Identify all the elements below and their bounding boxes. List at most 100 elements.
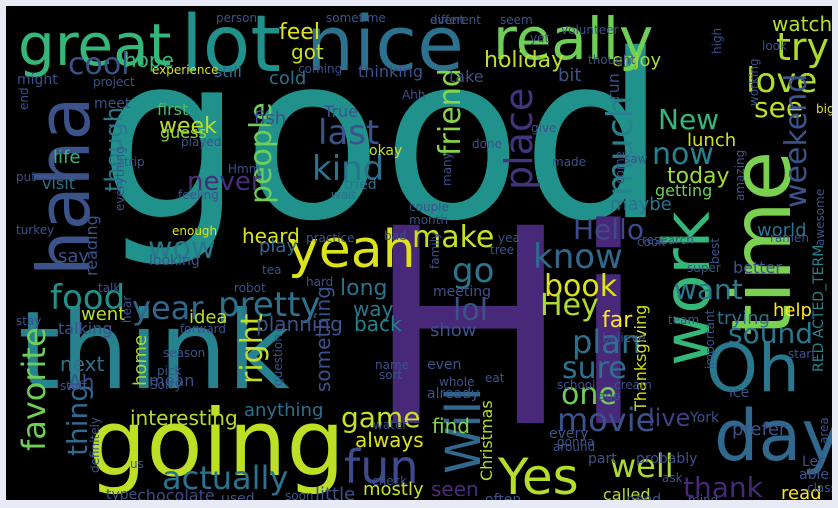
cloud-word-wait: wait (331, 188, 357, 202)
cloud-word-heard: heard (242, 224, 300, 248)
cloud-word-come: come (613, 150, 627, 184)
cloud-word-cool: cool (68, 47, 130, 82)
cloud-word-area: area (817, 417, 831, 444)
cloud-word-question: question (271, 334, 285, 386)
cloud-word-far: far (602, 308, 633, 333)
cloud-word-year: year (132, 289, 204, 327)
cloud-word-game: game (341, 401, 421, 434)
cloud-word-help: help (773, 300, 812, 321)
cloud-word-sound: sound (728, 317, 813, 350)
cloud-word-planning: planning (256, 312, 343, 336)
cloud-word-mean: mean (149, 371, 195, 390)
cloud-word-probably: probably (636, 451, 698, 467)
cloud-word-high: high (710, 27, 724, 54)
cloud-word-way: way (353, 297, 394, 321)
cloud-word-day: day (714, 395, 832, 477)
cloud-word-yeah: yeah (288, 220, 416, 280)
word-cloud: good Hi think going nice lot great really haha wo… (6, 6, 832, 500)
cloud-word-working: working (747, 58, 761, 106)
cloud-word-yet: yet (530, 31, 550, 45)
cloud-word-better: better (733, 258, 782, 277)
cloud-word-first: first (157, 100, 189, 119)
cloud-word-bit: bit (558, 65, 582, 86)
cloud-word-little: little (315, 484, 356, 501)
cloud-word-fish: fish (254, 108, 287, 129)
cloud-word-want: want (674, 273, 743, 306)
cloud-word-season: season (163, 346, 206, 360)
cloud-word-month: month (409, 213, 448, 227)
cloud-word-weekend: weekend (779, 73, 814, 208)
cloud-word-volunteer: volunteer (561, 23, 619, 37)
cloud-word-called: called (603, 485, 651, 501)
cloud-word-class: class (807, 481, 832, 495)
cloud-word-seem: seem (500, 13, 533, 27)
cloud-word-might: might (17, 72, 58, 88)
cloud-word-place: place (497, 87, 541, 190)
cloud-word-next: next (60, 352, 105, 376)
cloud-word-gonna: gonna (557, 435, 595, 449)
cloud-word-part: part (588, 451, 617, 467)
cloud-word-make: make (412, 220, 495, 255)
cloud-word-cook: cook (637, 235, 666, 249)
cloud-word-lol: lol (453, 293, 489, 328)
cloud-word-play: play (259, 236, 298, 257)
cloud-word-take: take (449, 67, 484, 86)
cloud-word-forward: forward (180, 322, 227, 336)
cloud-word-long: long (340, 276, 388, 301)
cloud-word-live: live (648, 404, 691, 432)
cloud-word-stay: stay (16, 314, 42, 328)
cloud-word-visit: visit (42, 174, 75, 193)
cloud-word-definitely: definitely (88, 416, 102, 473)
cloud-word-made: made (552, 155, 587, 169)
cloud-word-life: life (53, 147, 81, 168)
cloud-word-thank: thank (683, 471, 763, 501)
cloud-word-food: food (50, 278, 126, 318)
cloud-word-try: try (776, 25, 830, 69)
cloud-word-water: water (373, 418, 408, 432)
cloud-word-yes: Yes (498, 448, 579, 500)
cloud-word-idea: idea (189, 307, 228, 328)
cloud-word-look: look (762, 39, 787, 53)
cloud-word-hope: hope (124, 48, 174, 72)
cloud-word-maybe: maybe (610, 194, 672, 215)
cloud-word-feeling: feeling (178, 188, 219, 202)
cloud-word-turkey: turkey (16, 223, 55, 237)
cloud-word-done: done (472, 137, 502, 151)
cloud-word-reading: reading (82, 215, 101, 276)
cloud-word-hey: Hey (540, 288, 599, 323)
cloud-word-wow: wow (148, 231, 216, 266)
cloud-word-every: every (549, 426, 589, 442)
cloud-word-event: event (430, 13, 465, 27)
cloud-word-give: give (531, 121, 557, 135)
cloud-word-end: end (17, 87, 31, 110)
cloud-word-talk: talk (98, 281, 121, 295)
cloud-word-favorite: favorite (15, 327, 53, 451)
cloud-word-enjoy: enjoy (612, 50, 662, 71)
cloud-word-know: know (533, 237, 623, 277)
cloud-word-meeting: meeting (433, 284, 492, 300)
cloud-word-able: able (799, 467, 829, 483)
cloud-word-hear: hear (120, 295, 134, 323)
cloud-word-find: find (432, 414, 470, 438)
cloud-word-let: Let (802, 454, 824, 470)
cloud-word-cream: cream (614, 378, 652, 392)
cloud-word-great: great (18, 11, 172, 79)
cloud-word-school: school (557, 378, 596, 392)
cloud-word-mostly: mostly (363, 479, 424, 500)
cloud-word-show: show (430, 320, 477, 341)
cloud-word-even: even (427, 357, 462, 373)
cloud-word-pick: pick (157, 364, 182, 378)
cloud-word-often: often (485, 492, 522, 500)
cloud-word-robot: robot (234, 281, 266, 295)
cloud-word-guess: guess (160, 123, 207, 142)
cloud-word-pretty: pretty (218, 285, 321, 325)
cloud-word-different: different (430, 13, 481, 27)
cloud-word-tea: tea (262, 263, 282, 277)
cloud-word-tree: tree (490, 243, 515, 257)
cloud-word-really: really (493, 6, 654, 73)
cloud-word-chocolate: chocolate (137, 486, 215, 501)
cloud-word-important: important (703, 309, 717, 369)
cloud-word-experience: experience (152, 63, 219, 77)
cloud-word-lunch: lunch (687, 130, 737, 151)
cloud-word-soon: soon (285, 489, 314, 500)
